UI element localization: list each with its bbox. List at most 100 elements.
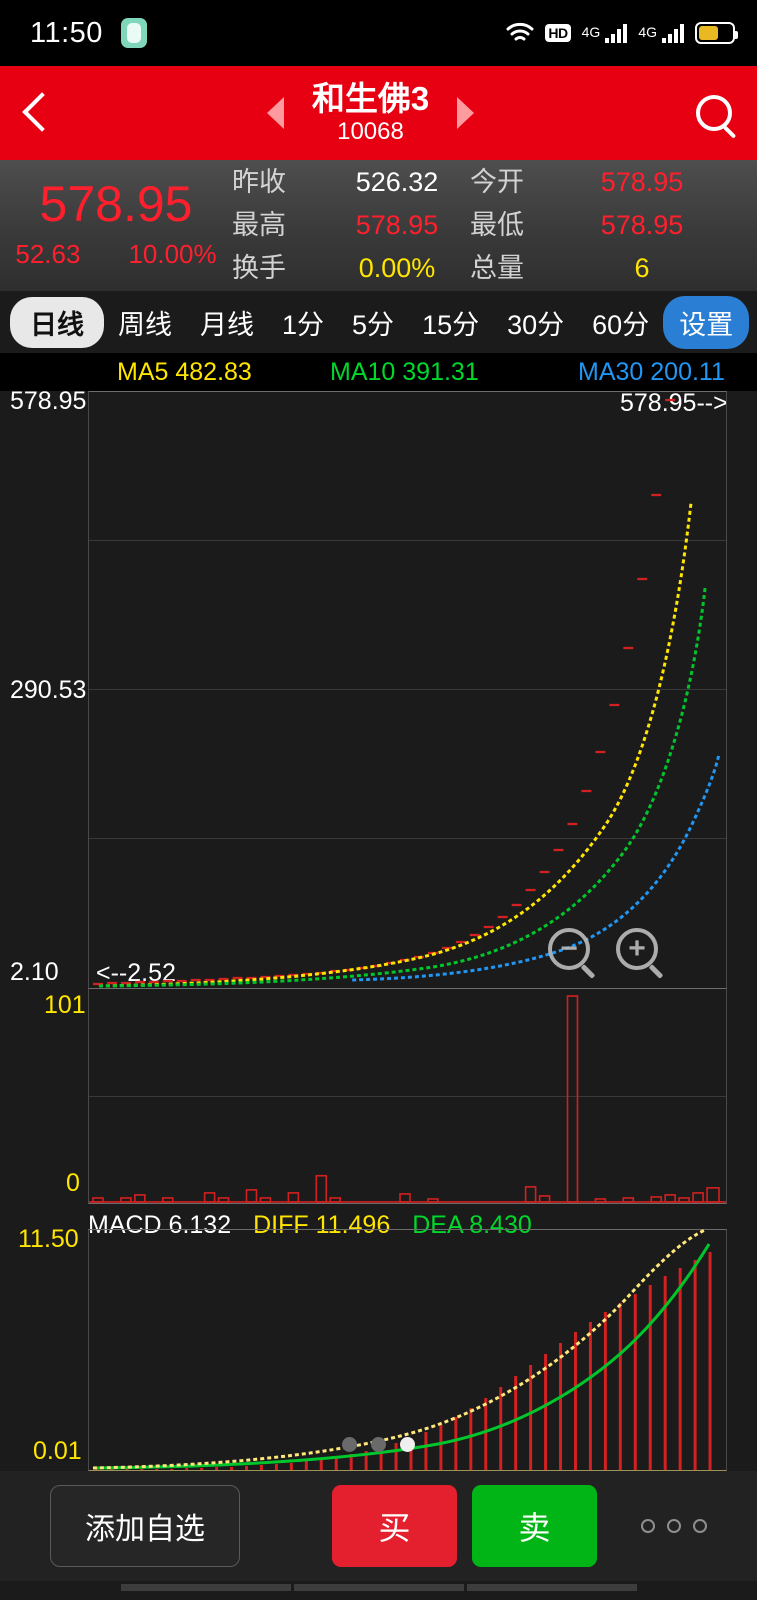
- search-icon: [696, 95, 732, 131]
- price-axis-top: 578.95: [10, 387, 87, 415]
- price-series-svg: [92, 398, 721, 988]
- quote-value-volume: 6: [634, 253, 650, 283]
- tab-5min[interactable]: 5分: [352, 309, 395, 340]
- quote-label-volume: 总量: [470, 253, 524, 283]
- pagination-dots[interactable]: [0, 1437, 757, 1452]
- pagination-dot-3[interactable]: [400, 1437, 415, 1452]
- ma5-legend: MA5 482.83: [117, 358, 252, 387]
- nav-back-hint[interactable]: [120, 1584, 291, 1591]
- ma30-legend: MA30 200.11: [578, 358, 725, 387]
- ma10-line: [98, 587, 707, 988]
- tab-60min[interactable]: 60分: [592, 309, 650, 340]
- quote-value-turnover: 0.00%: [358, 253, 436, 283]
- macd-histogram: [95, 1252, 712, 1470]
- zoom-out-icon[interactable]: −: [548, 928, 590, 970]
- tab-1min[interactable]: 1分: [282, 309, 325, 340]
- zoom-in-glyph: +: [628, 932, 646, 965]
- pagination-dot-1[interactable]: [342, 1437, 357, 1452]
- stock-switcher: 和生佛3 10068: [70, 79, 671, 146]
- ma5-line: [98, 501, 693, 988]
- macd-axis-bottom: 0.01: [33, 1437, 82, 1465]
- last-price-block: 578.95 52.63 10.00%: [0, 160, 232, 291]
- zoom-in-icon[interactable]: +: [616, 928, 658, 970]
- tab-30min[interactable]: 30分: [507, 309, 565, 340]
- signal-4g-icon: 4G: [582, 23, 628, 43]
- price-plot-area[interactable]: − +: [88, 391, 727, 989]
- status-time: 11:50: [30, 16, 103, 49]
- volume-plot-area[interactable]: [88, 989, 727, 1204]
- stock-name: 和生佛3: [311, 79, 430, 117]
- macd-axis-top: 11.50: [18, 1225, 79, 1253]
- price-chart-pane[interactable]: 578.95 290.53 2.10 578.95--> <--2.52: [0, 387, 757, 989]
- ma10-value: 391.31: [402, 357, 479, 386]
- add-favorite-button[interactable]: 添加自选: [50, 1485, 240, 1567]
- nav-home-hint[interactable]: [293, 1584, 464, 1591]
- quote-panel: 578.95 52.63 10.00% 昨收 526.32 今开 578.95 …: [0, 160, 757, 291]
- stock-code: 10068: [337, 117, 404, 145]
- last-price: 578.95: [39, 176, 193, 232]
- volume-axis-top: 101: [44, 991, 86, 1019]
- ma5-value: 482.83: [175, 357, 252, 386]
- ma10-label: MA10: [330, 357, 396, 386]
- battery-icon: [695, 22, 738, 44]
- quote-label-prev-close: 昨收: [232, 167, 286, 197]
- ma30-label: MA30: [578, 357, 644, 386]
- back-button[interactable]: [0, 66, 70, 160]
- ma10-legend: MA10 391.31: [330, 358, 479, 387]
- settings-button[interactable]: 设置: [663, 295, 750, 349]
- app-icon: [120, 18, 147, 48]
- tab-monthly[interactable]: 月线: [200, 309, 254, 340]
- search-button[interactable]: [671, 66, 757, 160]
- quote-value-low: 578.95: [600, 210, 684, 240]
- price-axis-bottom: 2.10: [10, 958, 59, 986]
- quote-value-high: 578.95: [355, 210, 439, 240]
- title-bar: 和生佛3 10068: [0, 66, 757, 160]
- macd-value-label: MACD 6.132: [88, 1211, 232, 1239]
- gridline: [89, 838, 726, 839]
- quote-fields: 昨收 526.32 今开 578.95 最高 578.95 最低 578.95 …: [232, 160, 757, 291]
- last-price-marker: 578.95-->: [620, 389, 728, 417]
- hd-voice-icon: HD: [545, 24, 571, 42]
- macd-plot-area[interactable]: [88, 1228, 727, 1471]
- gridline: [89, 540, 726, 541]
- tab-weekly[interactable]: 周线: [118, 309, 172, 340]
- bottom-action-bar: 添加自选 买 卖: [0, 1471, 757, 1581]
- gridline: [89, 689, 726, 690]
- candlestick-group: [92, 398, 676, 986]
- quote-label-high: 最高: [232, 210, 286, 240]
- zoom-out-glyph: −: [560, 932, 578, 965]
- tab-daily[interactable]: 日线: [10, 296, 104, 348]
- change-percent: 10.00%: [128, 239, 217, 269]
- change-value: 52.63: [15, 239, 81, 269]
- tab-15min[interactable]: 15分: [422, 309, 480, 340]
- signal-4g-icon-2: 4G: [638, 23, 684, 43]
- wifi-icon: [506, 22, 534, 44]
- dea-value-label: DEA 8.430: [412, 1211, 532, 1239]
- chart-zoom-controls[interactable]: − +: [548, 928, 658, 970]
- signal-bars-2: [662, 23, 684, 43]
- nav-recents-hint[interactable]: [466, 1584, 637, 1591]
- network-type-label-2: 4G: [638, 24, 657, 40]
- triangle-right-icon[interactable]: [457, 96, 475, 129]
- volume-chart-pane[interactable]: 101 0: [0, 989, 757, 1204]
- period-tab-bar: 日线 周线 月线 1分 5分 15分 30分 60分 设置: [0, 291, 757, 353]
- signal-bars-1: [605, 23, 628, 43]
- chart-stack[interactable]: 578.95 290.53 2.10 578.95--> <--2.52: [0, 387, 757, 1501]
- triangle-left-icon[interactable]: [266, 96, 284, 129]
- macd-chart-pane[interactable]: 11.50 0.01: [0, 1225, 757, 1471]
- quote-label-turnover: 换手: [232, 253, 286, 283]
- more-options-icon[interactable]: [641, 1519, 707, 1533]
- quote-label-low: 最低: [470, 210, 524, 240]
- volume-bars: [92, 995, 720, 1203]
- pagination-dot-2[interactable]: [371, 1437, 386, 1452]
- chevron-left-icon: [24, 94, 46, 132]
- sell-button[interactable]: 卖: [472, 1485, 597, 1567]
- price-axis-mid: 290.53: [10, 676, 87, 704]
- volume-axis-bottom: 0: [66, 1169, 80, 1197]
- ma-legend: MA5 482.83 MA10 391.31 MA30 200.11: [0, 353, 757, 391]
- stock-identity: 和生佛3 10068: [311, 79, 430, 146]
- network-type-label-1: 4G: [581, 24, 601, 40]
- macd-series-svg: [92, 1228, 712, 1470]
- buy-button[interactable]: 买: [332, 1485, 457, 1567]
- status-icons: HD 4G 4G: [506, 22, 738, 44]
